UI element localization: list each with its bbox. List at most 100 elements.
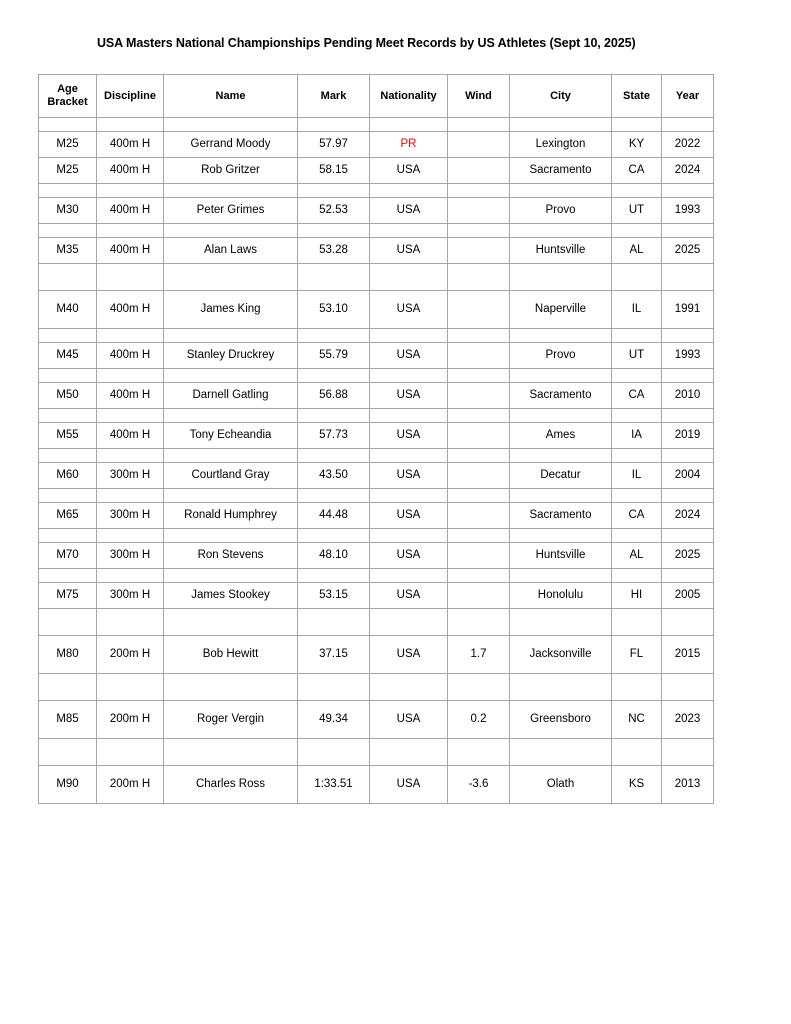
table-row[interactable]: M40 400m H James King 53.10 USA Naperville IL 1… — [38, 290, 714, 329]
spacer-cell — [163, 223, 298, 238]
discipline-cell: 400m H — [96, 342, 164, 369]
city-cell: Huntsville — [509, 542, 612, 569]
spacer-cell — [297, 223, 370, 238]
name-cell: Peter Grimes — [163, 197, 298, 224]
spacer-cell — [369, 608, 448, 636]
table-row[interactable]: M25 400m H Rob Gritzer 58.15 USA Sacramento CA… — [38, 157, 714, 184]
spacer-cell — [38, 117, 97, 132]
spacer-cell — [163, 408, 298, 423]
mark-cell: 49.34 — [297, 700, 370, 739]
spacer-cell — [96, 117, 164, 132]
spacer-cell — [297, 448, 370, 463]
year-cell: 2019 — [661, 422, 714, 449]
mark-cell: 52.53 — [297, 197, 370, 224]
mark-cell: 44.48 — [297, 502, 370, 529]
spacer-cell — [611, 738, 662, 766]
age-bracket-header-line-2: Bracket — [47, 96, 88, 108]
nationality-cell: USA — [369, 290, 448, 329]
state-cell: FL — [611, 635, 662, 674]
nationality-cell: USA — [369, 582, 448, 609]
discipline-cell: 400m H — [96, 157, 164, 184]
spacer-cell — [163, 738, 298, 766]
nationality-cell: USA — [369, 765, 448, 804]
wind-cell: 0.2 — [447, 700, 510, 739]
state-cell: CA — [611, 382, 662, 409]
age-bracket-cell: M85 — [38, 700, 97, 739]
city-cell: Sacramento — [509, 157, 612, 184]
discipline-cell: 400m H — [96, 197, 164, 224]
age-bracket-cell: M65 — [38, 502, 97, 529]
discipline-cell: 400m H — [96, 422, 164, 449]
spacer-cell — [96, 738, 164, 766]
city-cell: Decatur — [509, 462, 612, 489]
year-cell: 2015 — [661, 635, 714, 674]
spacer-cell — [611, 608, 662, 636]
table-row[interactable]: M50 400m H Darnell Gatling 56.88 USA Sacramen… — [38, 382, 714, 409]
table-row[interactable]: M70 300m H Ron Stevens 48.10 USA Huntsville AL… — [38, 542, 714, 569]
city-cell: Provo — [509, 197, 612, 224]
column-header-name: Name — [163, 74, 298, 118]
year-cell: 2024 — [661, 157, 714, 184]
spacer-cell — [447, 408, 510, 423]
spacer-cell — [297, 368, 370, 383]
spacer-cell — [509, 223, 612, 238]
spacer-cell — [611, 263, 662, 291]
mark-cell: 48.10 — [297, 542, 370, 569]
spacer-cell — [661, 368, 714, 383]
spacer-cell — [509, 368, 612, 383]
table-row[interactable]: M65 300m H Ronald Humphrey 44.48 USA Sacramen… — [38, 502, 714, 529]
state-cell: CA — [611, 502, 662, 529]
wind-cell — [447, 542, 510, 569]
age-bracket-cell: M80 — [38, 635, 97, 674]
year-cell: 2023 — [661, 700, 714, 739]
nationality-cell: PR — [369, 131, 448, 158]
wind-cell — [447, 197, 510, 224]
spacer-cell — [96, 568, 164, 583]
discipline-cell: 300m H — [96, 582, 164, 609]
age-bracket-cell: M25 — [38, 157, 97, 184]
year-cell: 2005 — [661, 582, 714, 609]
table-row[interactable]: M30 400m H Peter Grimes 52.53 USA Provo UT 1993 — [38, 197, 714, 224]
table-row[interactable]: M85 200m H Roger Vergin 49.34 USA 0.2 Greensbo… — [38, 700, 714, 739]
year-cell: 2025 — [661, 542, 714, 569]
age-bracket-cell: M70 — [38, 542, 97, 569]
name-cell: James King — [163, 290, 298, 329]
table-row[interactable]: M35 400m H Alan Laws 53.28 USA Huntsville AL 20… — [38, 237, 714, 264]
spacer-cell — [447, 223, 510, 238]
spacer-cell — [661, 568, 714, 583]
table-row[interactable]: M45 400m H Stanley Druckrey 55.79 USA Provo UT… — [38, 342, 714, 369]
discipline-cell: 400m H — [96, 290, 164, 329]
spacer-cell — [447, 528, 510, 543]
table-row[interactable]: M60 300m H Courtland Gray 43.50 USA Decatur IL… — [38, 462, 714, 489]
table-row[interactable]: M55 400m H Tony Echeandia 57.73 USA Ames IA 201… — [38, 422, 714, 449]
table-spacer-row — [38, 117, 714, 132]
age-bracket-cell: M25 — [38, 131, 97, 158]
spacer-cell — [297, 488, 370, 503]
table-spacer-row — [38, 528, 714, 543]
table-row[interactable]: M80 200m H Bob Hewitt 37.15 USA 1.7 Jacksonvil… — [38, 635, 714, 674]
mark-cell: 53.15 — [297, 582, 370, 609]
table-spacer-row — [38, 488, 714, 503]
city-cell: Ames — [509, 422, 612, 449]
name-cell: Darnell Gatling — [163, 382, 298, 409]
spacer-cell — [96, 223, 164, 238]
city-cell: Honolulu — [509, 582, 612, 609]
year-cell: 1993 — [661, 197, 714, 224]
spacer-cell — [163, 368, 298, 383]
spacer-cell — [297, 738, 370, 766]
spacer-cell — [96, 528, 164, 543]
state-cell: IL — [611, 462, 662, 489]
table-spacer-row — [38, 738, 714, 766]
wind-cell — [447, 131, 510, 158]
city-cell: Sacramento — [509, 382, 612, 409]
spacer-cell — [96, 448, 164, 463]
wind-cell — [447, 582, 510, 609]
table-row[interactable]: M75 300m H James Stookey 53.15 USA Honolulu HI… — [38, 582, 714, 609]
table-row[interactable]: M25 400m H Gerrand Moody 57.97 PR Lexington KY… — [38, 131, 714, 158]
spacer-cell — [297, 673, 370, 701]
spacer-cell — [509, 328, 612, 343]
spacer-cell — [38, 568, 97, 583]
table-row[interactable]: M90 200m H Charles Ross 1:33.51 USA -3.6 Olath… — [38, 765, 714, 804]
spacer-cell — [369, 117, 448, 132]
age-bracket-cell: M90 — [38, 765, 97, 804]
